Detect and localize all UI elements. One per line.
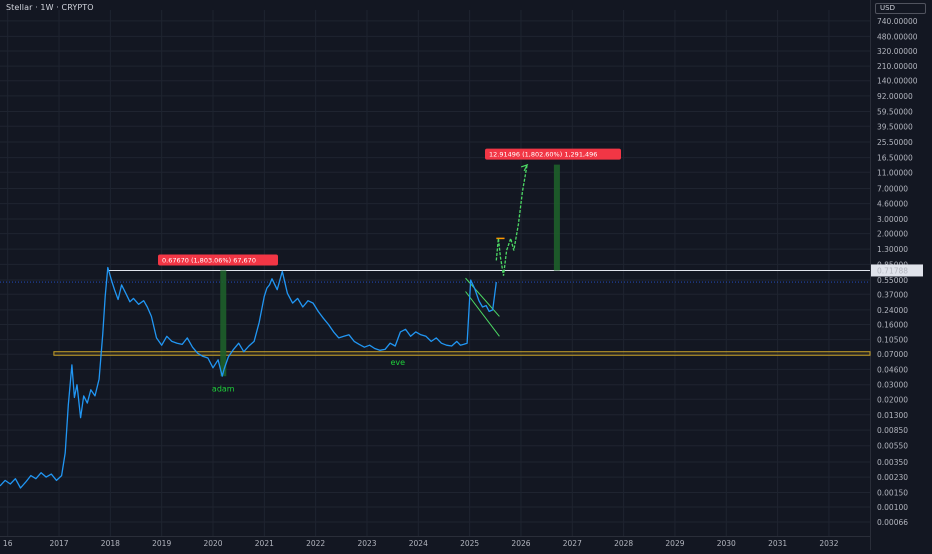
grid-lines bbox=[0, 10, 870, 536]
time-tick-label: 2028 bbox=[614, 539, 633, 548]
wedge-upper bbox=[465, 277, 500, 317]
price-tick-label: 0.04600 bbox=[877, 365, 908, 374]
price-tick-label: 0.00850 bbox=[877, 426, 908, 435]
chart-title: Stellar · 1W · CRYPTO bbox=[6, 3, 94, 12]
price-tick-label: 0.16000 bbox=[877, 320, 908, 329]
measure-bar bbox=[553, 164, 560, 271]
time-tick-label: 2021 bbox=[255, 539, 274, 548]
currency-selector[interactable]: USD bbox=[875, 3, 926, 14]
time-tick-label: 2023 bbox=[357, 539, 376, 548]
price-tick-label: 0.07000 bbox=[877, 350, 908, 359]
price-tick-label: 25.50000 bbox=[877, 138, 913, 147]
time-tick-label: 2017 bbox=[49, 539, 68, 548]
annotation-eve: eve bbox=[390, 358, 405, 367]
price-tick-label: 480.00000 bbox=[877, 32, 918, 41]
measure-label-text: 12.91496 (1,802.60%) 1,291,496 bbox=[489, 151, 597, 159]
time-tick-label: 2020 bbox=[203, 539, 222, 548]
price-tick-label: 0.00066 bbox=[877, 518, 908, 527]
projection-line bbox=[495, 164, 528, 276]
price-tick-label: 3.00000 bbox=[877, 215, 908, 224]
time-tick-label: 2024 bbox=[409, 539, 428, 548]
price-tick-label: 16.50000 bbox=[877, 154, 913, 163]
projection-arrowhead bbox=[520, 163, 529, 172]
price-tick-label: 0.00100 bbox=[877, 503, 908, 512]
measure-label-bg bbox=[158, 254, 278, 266]
wedge-lower bbox=[465, 291, 500, 337]
price-line bbox=[0, 266, 497, 489]
measure-bar bbox=[220, 270, 227, 377]
price-tick-label: 0.37000 bbox=[877, 290, 908, 299]
measure-label-text: 0.67670 (1,803.06%) 67,670 bbox=[162, 256, 256, 264]
price-tick-label: 0.00350 bbox=[877, 458, 908, 467]
price-tick-label: 0.00550 bbox=[877, 442, 908, 451]
last-price-tag-text: 0.71788 bbox=[877, 266, 908, 275]
last-price-tag-bg bbox=[871, 264, 923, 277]
time-tick-label: 2030 bbox=[717, 539, 736, 548]
measure-label: 0.67670 (1,803.06%) 67,670 bbox=[158, 254, 278, 266]
time-tick-label: 2029 bbox=[665, 539, 684, 548]
price-tick-label: 0.02000 bbox=[877, 395, 908, 404]
price-tick-label: 59.50000 bbox=[877, 108, 913, 117]
time-tick-label: 2018 bbox=[101, 539, 120, 548]
time-tick-label: 2032 bbox=[819, 539, 838, 548]
time-tick-label: 2027 bbox=[563, 539, 582, 548]
price-tick-label: 740.00000 bbox=[877, 17, 918, 26]
price-tick-label: 1.30000 bbox=[877, 245, 908, 254]
support-band bbox=[53, 351, 871, 356]
measure-label-bg bbox=[485, 148, 621, 160]
price-tick-label: 4.60000 bbox=[877, 200, 908, 209]
price-tick-label: 140.00000 bbox=[877, 77, 918, 86]
price-tick-label: 0.00230 bbox=[877, 473, 908, 482]
annotation-adam: adam bbox=[212, 384, 235, 393]
time-tick-label: 2022 bbox=[306, 539, 325, 548]
time-tick-label: 16 bbox=[3, 539, 13, 548]
time-tick-label: 2025 bbox=[460, 539, 479, 548]
measure-label: 12.91496 (1,802.60%) 1,291,496 bbox=[485, 148, 621, 160]
time-tick-label: 2026 bbox=[511, 539, 530, 548]
time-tick-label: 2031 bbox=[768, 539, 787, 548]
price-tick-label: 0.00150 bbox=[877, 488, 908, 497]
price-tick-label: 210.00000 bbox=[877, 62, 918, 71]
price-tick-label: 0.10500 bbox=[877, 336, 908, 345]
price-tick-label: 39.50000 bbox=[877, 122, 913, 131]
last-price-tag: 0.71788 bbox=[871, 264, 923, 277]
price-tick-label: 0.03000 bbox=[877, 381, 908, 390]
price-tick-label: 0.55000 bbox=[877, 276, 908, 285]
price-tick-label: 11.00000 bbox=[877, 168, 913, 177]
time-tick-label: 2019 bbox=[152, 539, 171, 548]
price-tick-label: 92.00000 bbox=[877, 92, 913, 101]
price-tick-label: 7.00000 bbox=[877, 185, 908, 194]
price-tick-label: 320.00000 bbox=[877, 47, 918, 56]
price-tick-label: 0.01300 bbox=[877, 411, 908, 420]
price-tick-label: 2.00000 bbox=[877, 230, 908, 239]
price-tick-label: 0.24000 bbox=[877, 306, 908, 315]
